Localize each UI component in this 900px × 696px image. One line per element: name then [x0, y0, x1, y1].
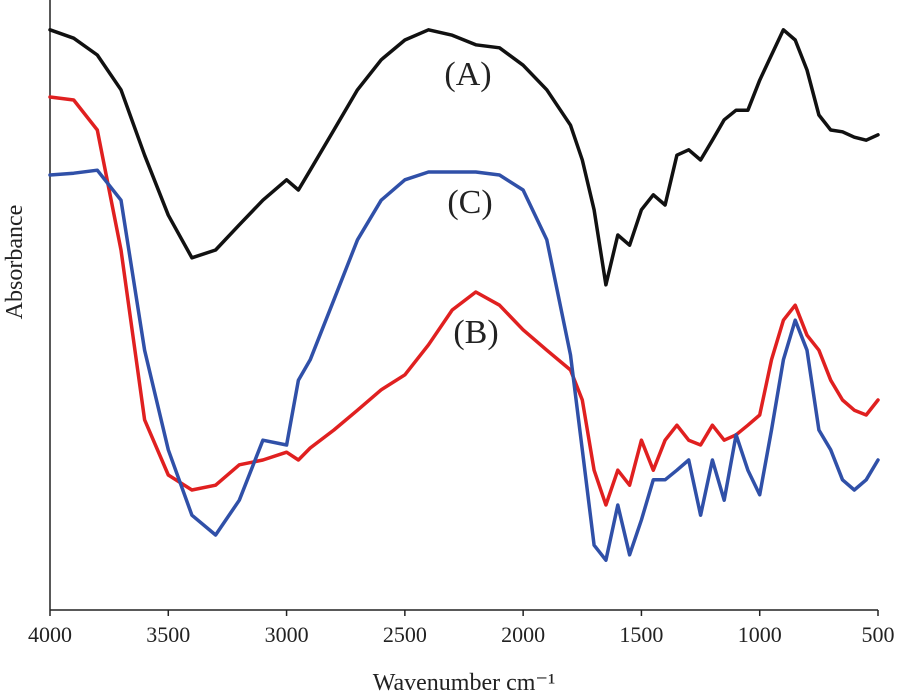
annotation: (A): [444, 56, 491, 93]
spectrum-line: [48, 28, 880, 287]
annotation: (C): [447, 184, 492, 221]
spectrum-line: [48, 168, 880, 562]
y-axis-label: Absorbance: [2, 205, 28, 320]
x-tick-label: 2500: [383, 622, 427, 647]
x-tick-label: 4000: [28, 622, 72, 647]
x-tick-label: 3500: [146, 622, 190, 647]
x-tick-label: 1500: [619, 622, 663, 647]
annotation: (B): [453, 314, 498, 351]
x-tick-label: 1000: [738, 622, 782, 647]
x-tick-label: 500: [862, 622, 895, 647]
x-axis-label: Wavenumber cm⁻¹: [373, 670, 556, 696]
x-tick-label: 2000: [501, 622, 545, 647]
spectrum-line: [48, 95, 880, 507]
x-tick-label: 3000: [265, 622, 309, 647]
